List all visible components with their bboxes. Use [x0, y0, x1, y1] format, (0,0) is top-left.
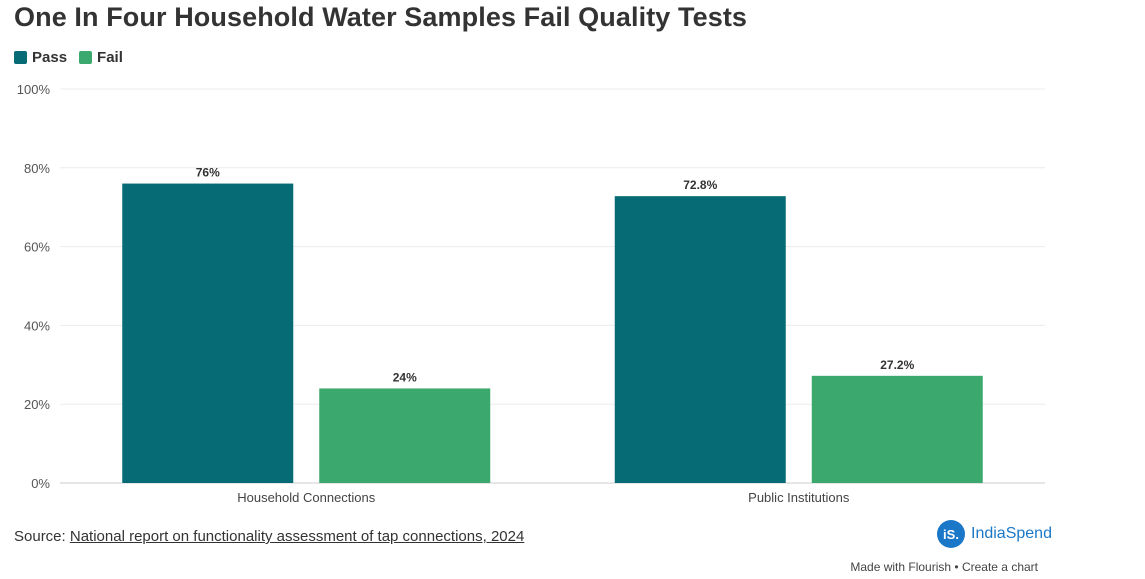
source-link[interactable]: National report on functionality assessm…	[69, 528, 525, 545]
legend-label-pass: Pass	[32, 49, 68, 66]
legend-label-fail: Fail	[97, 49, 123, 66]
data-label: 76%	[196, 166, 220, 180]
brand[interactable]: iS. IndiaSpend	[937, 520, 1052, 548]
y-tick-label: 80%	[24, 161, 50, 176]
data-label: 72.8%	[683, 178, 717, 192]
y-tick-label: 100%	[17, 82, 51, 97]
bar-chart: 0% 20% 40% 60% 80% 100% 76% 24% Household Connec…	[17, 82, 1045, 505]
chart-title: One In Four Household Water Samples Fail…	[14, 2, 748, 32]
y-tick-label: 40%	[24, 318, 50, 333]
x-tick-label: Public Institutions	[748, 490, 850, 505]
source-note: Source: National report on functionality…	[14, 528, 524, 545]
made-with-flourish-link[interactable]: Made with Flourish	[850, 560, 952, 574]
data-label: 24%	[393, 370, 417, 384]
data-label: 27.2%	[880, 358, 914, 372]
legend-swatch-fail	[79, 51, 93, 64]
bar-pass-0[interactable]	[122, 183, 294, 483]
y-tick-label: 20%	[24, 397, 50, 412]
bar-fail-0[interactable]	[319, 388, 491, 483]
y-tick-label: 0%	[31, 476, 50, 491]
y-tick-label: 60%	[24, 240, 50, 255]
indiaspend-wordmark: IndiaSpend	[971, 525, 1052, 542]
flourish-credit: Made with Flourish • Create a chart	[850, 560, 1038, 574]
x-tick-label: Household Connections	[237, 490, 376, 505]
legend-item-fail[interactable]: Fail	[79, 49, 123, 66]
credit-separator: •	[954, 560, 959, 574]
bar-fail-1[interactable]	[811, 375, 983, 483]
legend: Pass Fail	[14, 49, 123, 66]
legend-item-pass[interactable]: Pass	[14, 49, 67, 66]
create-chart-link[interactable]: Create a chart	[961, 560, 1038, 574]
legend-swatch-pass	[14, 51, 27, 64]
source-prefix: Source:	[14, 528, 66, 545]
indiaspend-logo: iS.	[937, 520, 965, 548]
bar-pass-1[interactable]	[614, 196, 786, 483]
